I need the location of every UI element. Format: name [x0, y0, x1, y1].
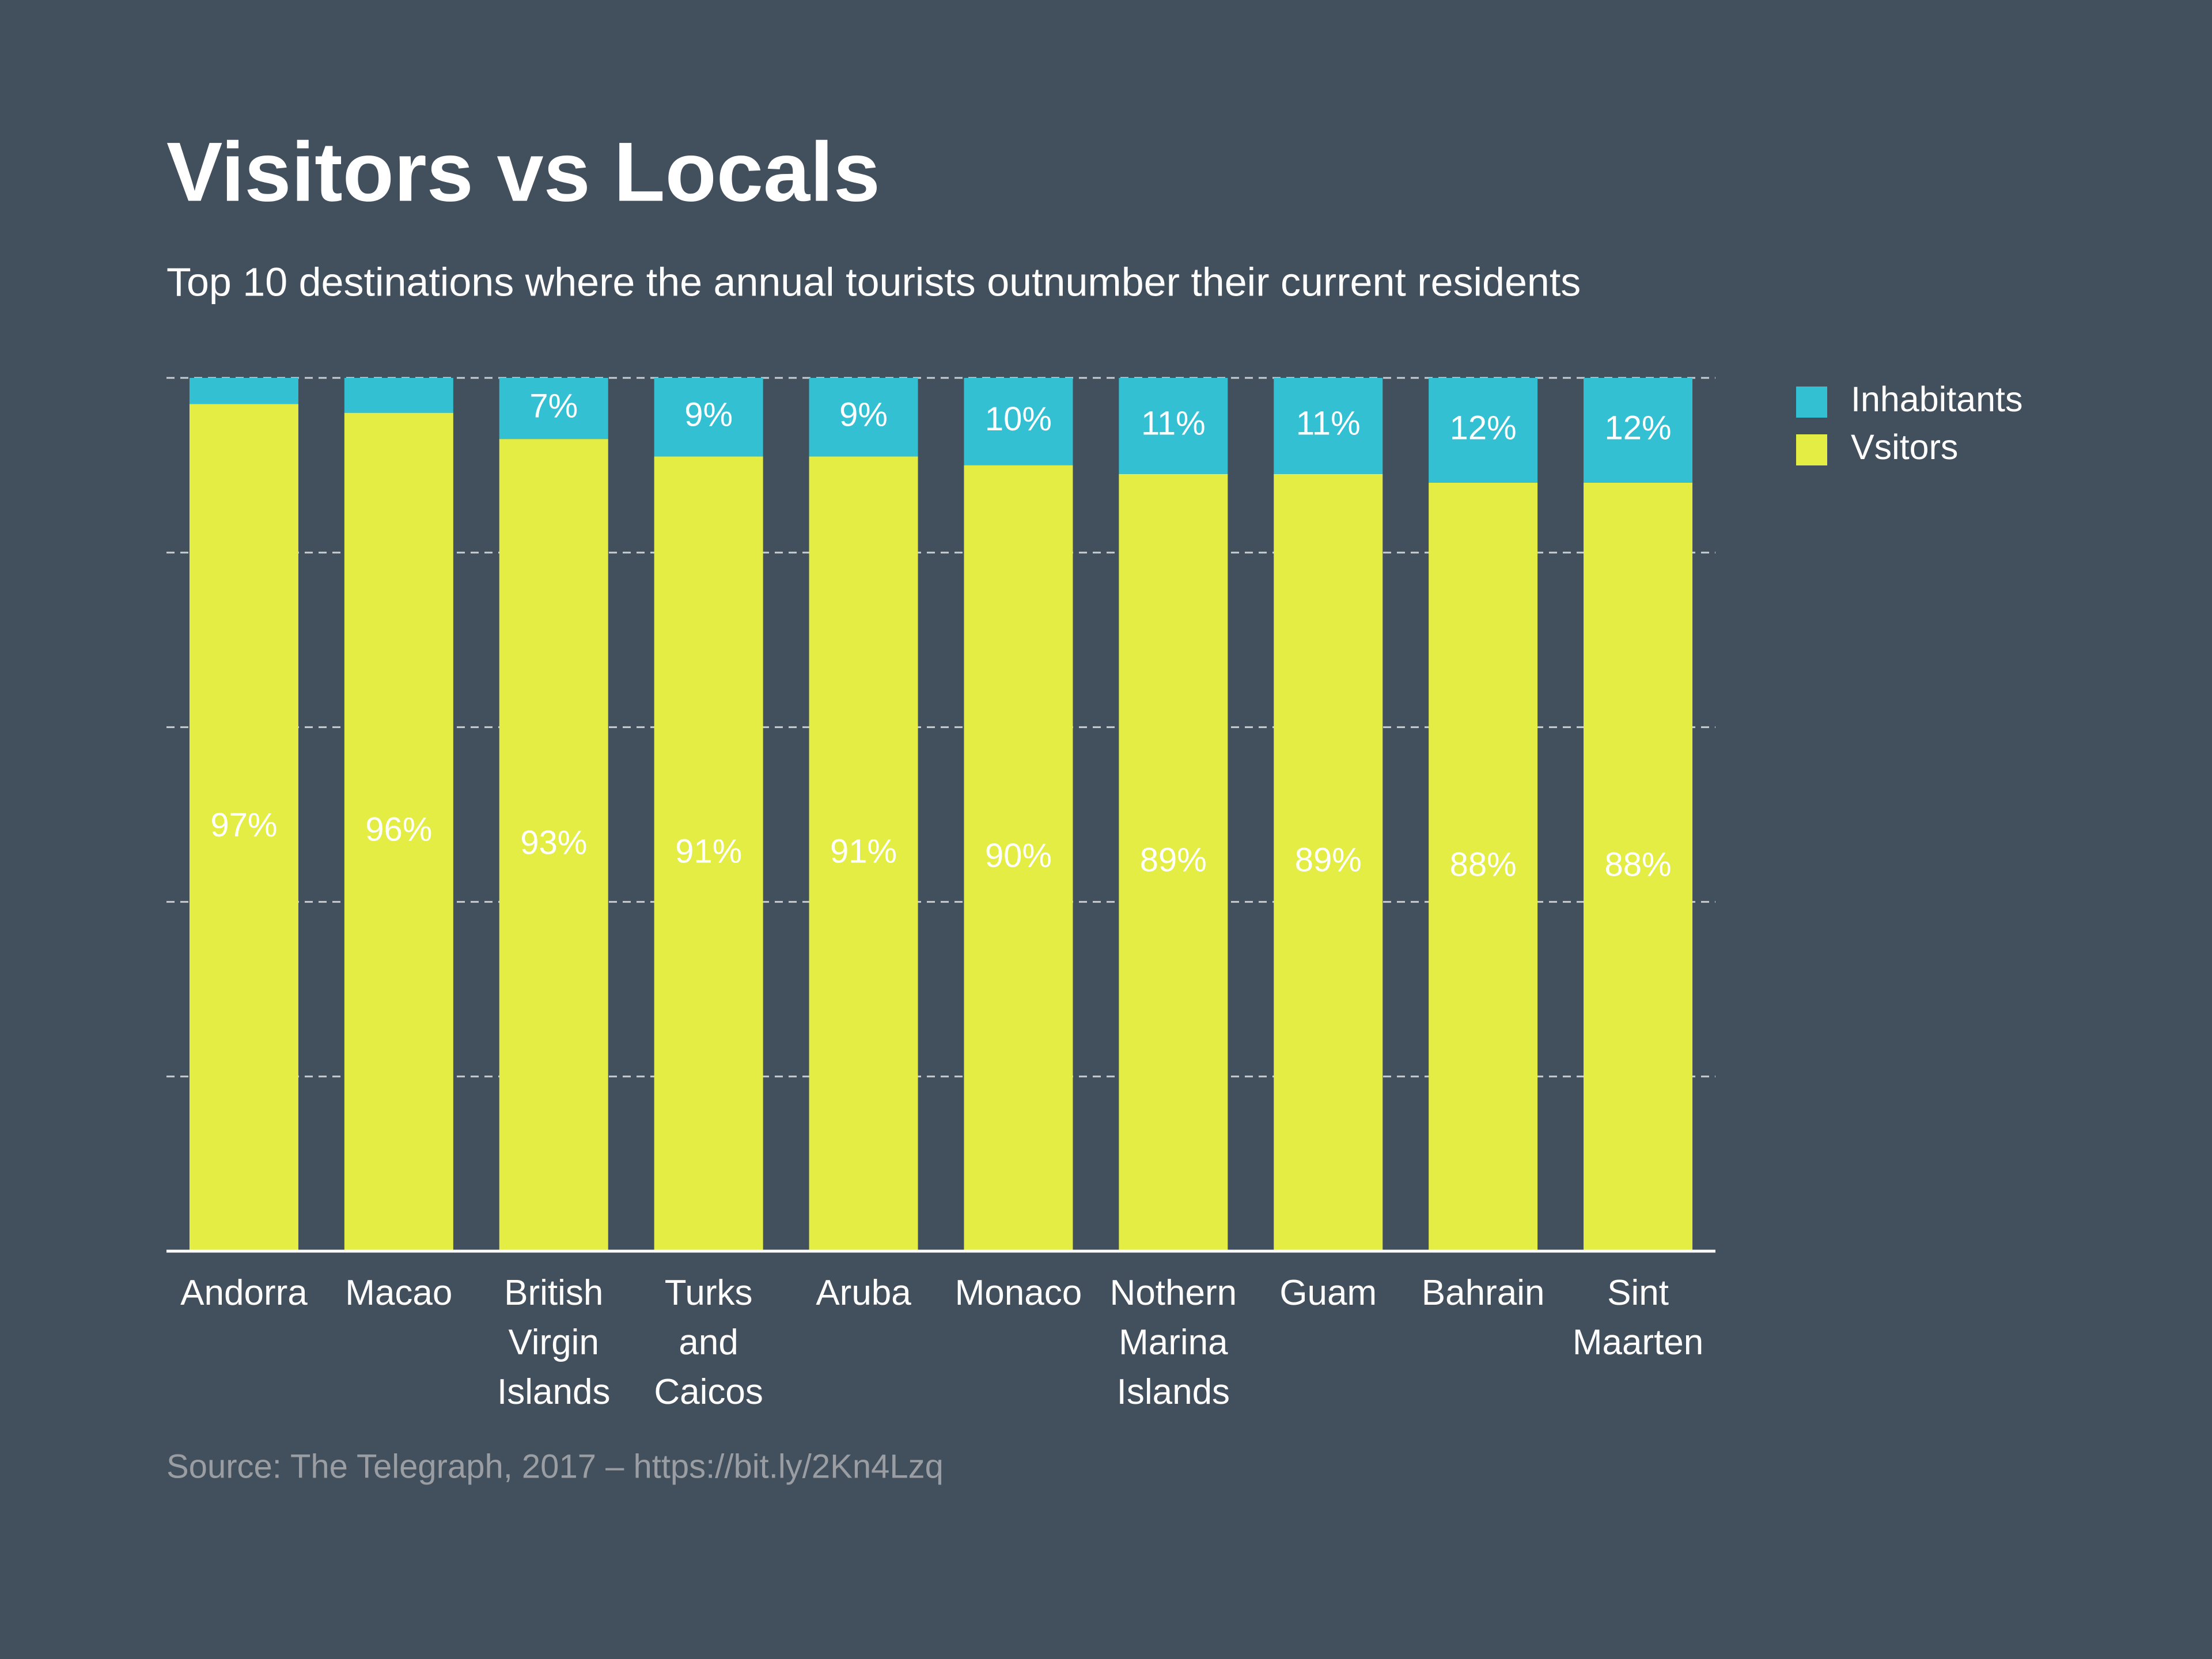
bar-segment: [1429, 378, 1538, 483]
data-label: 91%: [830, 833, 897, 870]
x-tick-label: Turks and Caicos: [654, 1273, 763, 1412]
x-tick-label: Aruba: [816, 1273, 911, 1313]
x-tick-label: Guam: [1279, 1273, 1377, 1313]
data-label: 12%: [1605, 409, 1672, 446]
bar-segment: [964, 378, 1073, 465]
legend-swatch: [1796, 387, 1827, 418]
bar-segment: [1119, 474, 1228, 1251]
data-label: 91%: [675, 833, 742, 870]
bar-segment: [1584, 378, 1693, 483]
data-label: 88%: [1450, 846, 1517, 883]
data-label: 9%: [839, 396, 888, 434]
bar-segment: [189, 378, 298, 404]
bar-segment: [499, 378, 608, 440]
x-tick-label: Sint Maarten: [1572, 1273, 1704, 1362]
bar-segment: [1584, 482, 1693, 1252]
bar-segment: [344, 412, 453, 1251]
bar-segment: [1274, 474, 1383, 1251]
legend-swatch: [1796, 434, 1827, 465]
data-label: 96%: [365, 811, 432, 849]
x-tick-label: Macao: [345, 1273, 453, 1313]
bar-segment: [499, 439, 608, 1251]
source-note: Source: The Telegraph, 2017 – https://bi…: [166, 1448, 944, 1485]
data-label: 88%: [1605, 846, 1672, 883]
bar-segment: [1274, 378, 1383, 474]
x-tick-label: Monaco: [955, 1273, 1082, 1313]
legend-label: Vsitors: [1851, 427, 1958, 467]
bar-segment: [809, 378, 918, 457]
data-label: 12%: [1450, 409, 1517, 446]
data-label: 7%: [529, 387, 578, 425]
data-label: 93%: [520, 824, 587, 861]
x-tick-label: Nothern Marina Islands: [1109, 1273, 1237, 1412]
bar-segment: [344, 378, 453, 413]
data-label: 90%: [985, 837, 1052, 874]
bar-segment: [1429, 482, 1538, 1252]
data-label: 89%: [1295, 842, 1362, 879]
data-label: 11%: [1296, 405, 1361, 442]
legend-label: Inhabitants: [1851, 380, 2022, 419]
bar-segment: [189, 404, 298, 1251]
bar-segment: [654, 378, 763, 457]
x-tick-label: Andorra: [180, 1273, 308, 1313]
data-label: 10%: [985, 400, 1052, 438]
data-label: 9%: [684, 396, 733, 434]
data-label: 97%: [210, 806, 277, 844]
x-tick-label: Bahrain: [1421, 1273, 1545, 1313]
data-label: 11%: [1141, 405, 1206, 442]
bar-segment: [964, 465, 1073, 1251]
chart-subtitle: Top 10 destinations where the annual tou…: [166, 259, 1581, 304]
chart-title: Visitors vs Locals: [166, 125, 880, 219]
bar-segment: [654, 456, 763, 1252]
bar-segment: [809, 456, 918, 1252]
x-tick-label: British Virgin Islands: [497, 1273, 611, 1412]
bar-segment: [1119, 378, 1228, 474]
data-label: 89%: [1140, 842, 1207, 879]
